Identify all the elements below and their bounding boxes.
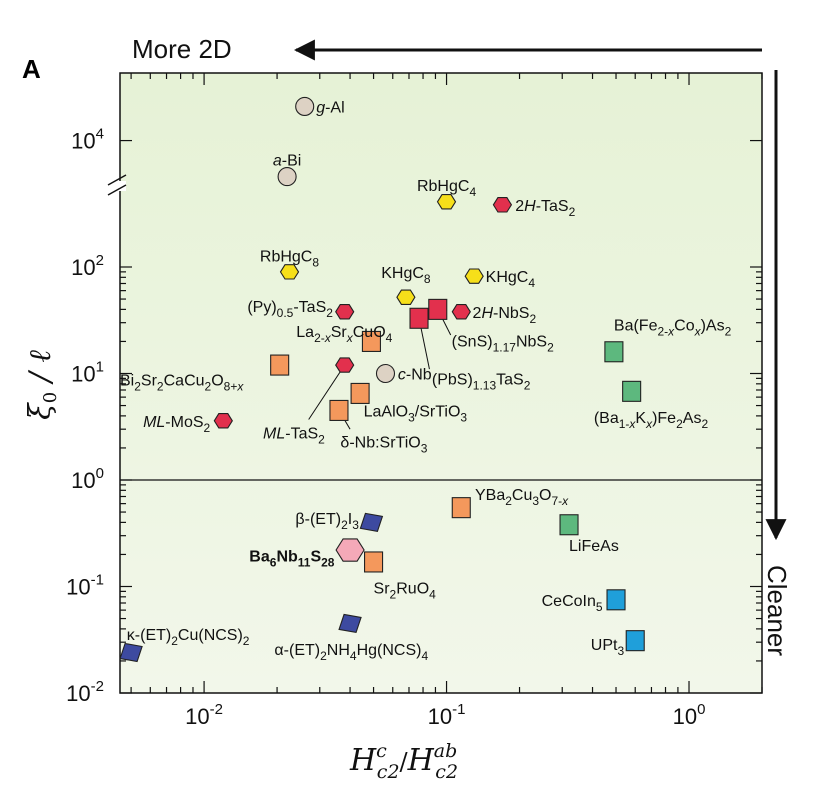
marker-beta-et-2i3 [359,512,384,533]
plot-background [120,73,762,693]
y-tick-label: 10-2 [66,678,104,706]
label-delta-nb-srtio3: δ-Nb:SrTiO3 [340,434,427,455]
label--ba1-xkx-fe2as2: (Ba1-xKx)Fe2As2 [594,410,709,431]
marker-la2-xsrxcuo4 [361,330,381,352]
data-labels: g-Al a-Bi RbHgC4 2H-TaS2 RbHgC8 KHgC8 KHgC4 (Py… [120,99,732,662]
marker-ml-tas2-point [335,357,355,373]
marker--py-0-5-tas2 [335,304,355,320]
label-cecoin5: CeCoIn5 [542,593,603,614]
label-ml-mos2: ML-MoS2 [143,414,210,435]
label--py-0-5-tas2: (Py)0.5-TaS2 [247,299,333,320]
cleaner-label: Cleaner [762,565,792,656]
marker-ba6nb11s28 [335,538,365,562]
axis-break-mark [107,174,127,186]
marker--ba1-xkx-fe2as2 [622,380,642,402]
y-tick-label: 101 [71,359,104,387]
label-2h-tas2: 2H-TaS2 [515,198,575,219]
marker-sr2ruo4 [364,551,384,573]
marker-rbhgc4 [436,194,457,210]
label-alpha-et-2nh4hg-ncs-4: α-(ET)2NH4Hg(NCS)4 [274,642,428,663]
label-la2-xsrxcuo4: La2-xSrxCuO4 [296,324,392,345]
plot-frame [119,72,763,694]
label--sns-1-17nbs2: (SnS)1.17NbS2 [452,333,554,354]
x-axis-label: Hc c2/Hab c2 [349,740,458,783]
x-tick-label: 100 [673,701,706,729]
marker-kappa-et-2cu-ncs-2 [119,642,143,663]
marker-ml-mos2 [213,413,233,429]
label--pbs-1-13tas2: (PbS)1.13TaS2 [432,371,531,392]
marker-2h-tas2 [492,197,513,213]
axis-break-gap [114,181,126,191]
marker--pbs-1-13tas2 [409,307,429,329]
marker-khgc4 [464,268,484,284]
label-ba-fe2-xcox-as2: Ba(Fe2-xCox)As2 [614,317,732,338]
label-sr2ruo4: Sr2RuO4 [374,580,437,601]
marker-bi2sr2cacu2o8-x [270,354,290,376]
label-g-al: g-Al [316,99,344,116]
x-tick-label: 10-1 [428,701,466,729]
panel-label: A [22,54,41,84]
label-c-nb: c-Nb [398,367,432,384]
y-axis-label: ξ0 / ℓ [23,350,61,420]
y-tick-label: 100 [71,465,104,493]
y-tick-label: 102 [71,252,104,280]
marker-rbhgc8 [279,264,300,280]
label-ml-tas2: ML-TaS2 [263,425,325,446]
axes-layer: 10-2 10-1 100 10-2 10-1 100 101 102 104 [66,73,763,729]
label-lifeas: LiFeAs [569,538,619,555]
marker-2h-nbs2 [451,304,471,320]
label-yba2cu3o7-x: YBa2Cu3O7-x [475,487,569,508]
x-tick-label: 10-2 [185,701,223,729]
marker-khgc8 [396,289,416,305]
label-2h-nbs2: 2H-NbS2 [473,305,537,326]
label-upt3: UPt3 [591,637,625,658]
more-2d-label: More 2D [132,34,232,64]
marker-alpha-et-2nh4hg-ncs-4 [338,613,362,634]
marker-yba2cu3o7-x [451,497,471,519]
marker-delta-nb-srtio3 [329,399,349,421]
label-rbhgc8: RbHgC8 [260,248,319,269]
marker-lifeas [559,514,579,536]
label-beta-et-2i3: β-(ET)2I3 [295,511,359,532]
marker--sns-1-17nbs2 [428,298,448,320]
marker-laalo3-srtio3 [350,382,370,404]
label-ba6nb11s28: Ba6Nb11S28 [249,549,335,570]
data-markers [119,96,645,663]
label-a-bi: a-Bi [273,153,301,170]
marker-cecoin5 [606,589,626,611]
mlta-leader [308,364,346,420]
marker-upt3 [625,630,645,652]
label-laalo3-srtio3: LaAlO3/SrTiO3 [364,403,468,424]
marker-g-al [295,96,315,117]
label-khgc8: KHgC8 [381,265,431,286]
y-tick-label: 10-1 [66,572,104,600]
label-kappa-et-2cu-ncs-2: κ-(ET)2Cu(NCS)2 [127,627,250,648]
marker-a-bi [277,167,297,187]
axis-break-mark [107,184,127,196]
y-tick-label: 104 [71,126,104,154]
marker-c-nb [375,363,396,384]
marker-ba-fe2-xcox-as2 [604,341,624,363]
label-rbhgc4: RbHgC4 [417,178,476,199]
label-khgc4: KHgC4 [486,269,536,290]
label-bi2sr2cacu2o8-x: Bi2Sr2CaCu2O8+x [120,372,244,393]
